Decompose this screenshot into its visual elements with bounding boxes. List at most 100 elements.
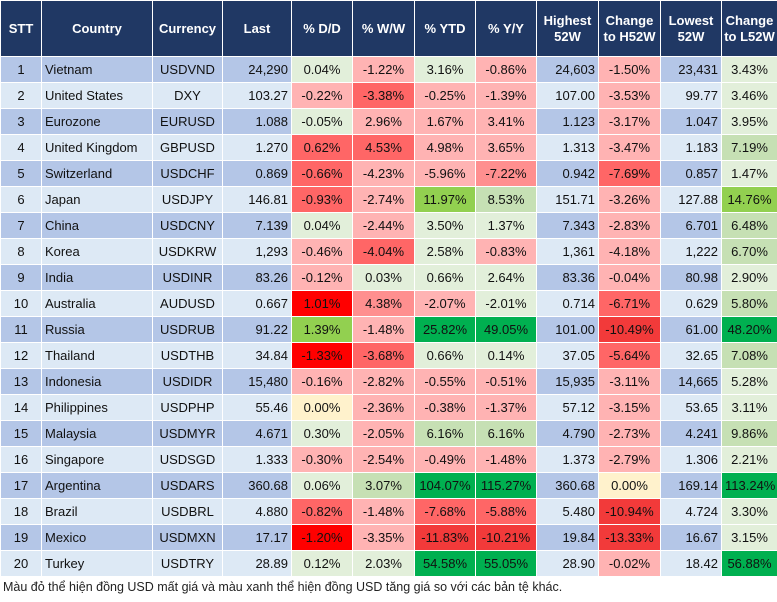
cell-country: Vietnam xyxy=(41,56,153,83)
cell-high52w: 15,935 xyxy=(536,368,599,395)
table-row: 1 Vietnam USDVND 24,290 0.04% -1.22% 3.16% -0.8… xyxy=(0,56,777,83)
cell-change-h52w: -3.15% xyxy=(598,394,661,421)
cell-high52w: 0.942 xyxy=(536,160,599,187)
cell-stt: 17 xyxy=(0,472,42,499)
cell-ytd: 0.66% xyxy=(414,264,476,291)
cell-country: Japan xyxy=(41,186,153,213)
table-row: 13 Indonesia USDIDR 15,480 -0.16% -2.82% -0.55… xyxy=(0,368,777,395)
cell-yy: 1.37% xyxy=(475,212,537,239)
cell-yy: -0.83% xyxy=(475,238,537,265)
cell-change-h52w: -3.11% xyxy=(598,368,661,395)
cell-stt: 5 xyxy=(0,160,42,187)
cell-change-h52w: -10.49% xyxy=(598,316,661,343)
cell-last: 360.68 xyxy=(222,472,292,499)
cell-change-l52w: 5.28% xyxy=(721,368,777,395)
cell-change-h52w: -1.50% xyxy=(598,56,661,83)
cell-stt: 2 xyxy=(0,82,42,109)
cell-low52w: 1,222 xyxy=(660,238,722,265)
cell-change-h52w: -3.47% xyxy=(598,134,661,161)
cell-stt: 20 xyxy=(0,550,42,577)
cell-currency: USDVND xyxy=(152,56,223,83)
cell-last: 91.22 xyxy=(222,316,292,343)
cell-yy: -10.21% xyxy=(475,524,537,551)
cell-ww: -1.48% xyxy=(352,316,415,343)
cell-dd: -0.30% xyxy=(291,446,353,473)
cell-stt: 9 xyxy=(0,264,42,291)
cell-country: Singapore xyxy=(41,446,153,473)
cell-yy: 2.64% xyxy=(475,264,537,291)
cell-change-h52w: 0.00% xyxy=(598,472,661,499)
cell-low52w: 16.67 xyxy=(660,524,722,551)
cell-ww: 2.96% xyxy=(352,108,415,135)
table-row: 19 Mexico USDMXN 17.17 -1.20% -3.35% -11.83% -1… xyxy=(0,524,777,551)
cell-low52w: 61.00 xyxy=(660,316,722,343)
cell-currency: USDMYR xyxy=(152,420,223,447)
cell-country: Korea xyxy=(41,238,153,265)
cell-ww: -2.44% xyxy=(352,212,415,239)
cell-change-h52w: -3.26% xyxy=(598,186,661,213)
cell-change-l52w: 5.80% xyxy=(721,290,777,317)
table-row: 12 Thailand USDTHB 34.84 -1.33% -3.68% 0.66% 0.… xyxy=(0,342,777,369)
cell-stt: 19 xyxy=(0,524,42,551)
cell-currency: USDCNY xyxy=(152,212,223,239)
cell-change-h52w: -7.69% xyxy=(598,160,661,187)
cell-low52w: 18.42 xyxy=(660,550,722,577)
cell-dd: 0.04% xyxy=(291,212,353,239)
cell-ytd: 25.82% xyxy=(414,316,476,343)
cell-country: Brazil xyxy=(41,498,153,525)
cell-dd: -0.05% xyxy=(291,108,353,135)
cell-high52w: 5.480 xyxy=(536,498,599,525)
cell-ww: -2.82% xyxy=(352,368,415,395)
cell-dd: -0.66% xyxy=(291,160,353,187)
cell-currency: USDMXN xyxy=(152,524,223,551)
table-row: 18 Brazil USDBRL 4.880 -0.82% -1.48% -7.68% -5.… xyxy=(0,498,777,525)
cell-dd: -0.93% xyxy=(291,186,353,213)
table-row: 11 Russia USDRUB 91.22 1.39% -1.48% 25.82% 49.0… xyxy=(0,316,777,343)
cell-ww: 4.38% xyxy=(352,290,415,317)
cell-stt: 13 xyxy=(0,368,42,395)
cell-country: Philippines xyxy=(41,394,153,421)
cell-ytd: 3.16% xyxy=(414,56,476,83)
cell-high52w: 0.714 xyxy=(536,290,599,317)
cell-country: Indonesia xyxy=(41,368,153,395)
column-header: Currency xyxy=(152,0,223,57)
cell-change-l52w: 1.47% xyxy=(721,160,777,187)
cell-yy: 115.27% xyxy=(475,472,537,499)
column-header: Highest 52W xyxy=(536,0,599,57)
cell-stt: 11 xyxy=(0,316,42,343)
cell-country: Australia xyxy=(41,290,153,317)
cell-change-l52w: 2.21% xyxy=(721,446,777,473)
cell-yy: 49.05% xyxy=(475,316,537,343)
cell-yy: -0.51% xyxy=(475,368,537,395)
cell-stt: 15 xyxy=(0,420,42,447)
cell-high52w: 37.05 xyxy=(536,342,599,369)
cell-change-l52w: 6.48% xyxy=(721,212,777,239)
cell-country: Eurozone xyxy=(41,108,153,135)
cell-country: Russia xyxy=(41,316,153,343)
cell-ytd: -2.07% xyxy=(414,290,476,317)
cell-yy: -5.88% xyxy=(475,498,537,525)
cell-high52w: 83.36 xyxy=(536,264,599,291)
table-row: 6 Japan USDJPY 146.81 -0.93% -2.74% 11.97% 8.53… xyxy=(0,186,777,213)
cell-last: 7.139 xyxy=(222,212,292,239)
cell-last: 28.89 xyxy=(222,550,292,577)
cell-yy: -1.48% xyxy=(475,446,537,473)
cell-ytd: 11.97% xyxy=(414,186,476,213)
cell-high52w: 19.84 xyxy=(536,524,599,551)
cell-low52w: 6.701 xyxy=(660,212,722,239)
cell-country: Turkey xyxy=(41,550,153,577)
table-row: 3 Eurozone EURUSD 1.088 -0.05% 2.96% 1.67% 3.41… xyxy=(0,108,777,135)
cell-change-l52w: 7.19% xyxy=(721,134,777,161)
table-row: 15 Malaysia USDMYR 4.671 0.30% -2.05% 6.16% 6.1… xyxy=(0,420,777,447)
cell-ww: -2.05% xyxy=(352,420,415,447)
cell-change-l52w: 3.43% xyxy=(721,56,777,83)
cell-currency: USDARS xyxy=(152,472,223,499)
cell-change-l52w: 3.95% xyxy=(721,108,777,135)
cell-last: 146.81 xyxy=(222,186,292,213)
column-header: Change to L52W xyxy=(721,0,777,57)
cell-ytd: 6.16% xyxy=(414,420,476,447)
cell-last: 24,290 xyxy=(222,56,292,83)
cell-last: 34.84 xyxy=(222,342,292,369)
cell-ww: -2.36% xyxy=(352,394,415,421)
